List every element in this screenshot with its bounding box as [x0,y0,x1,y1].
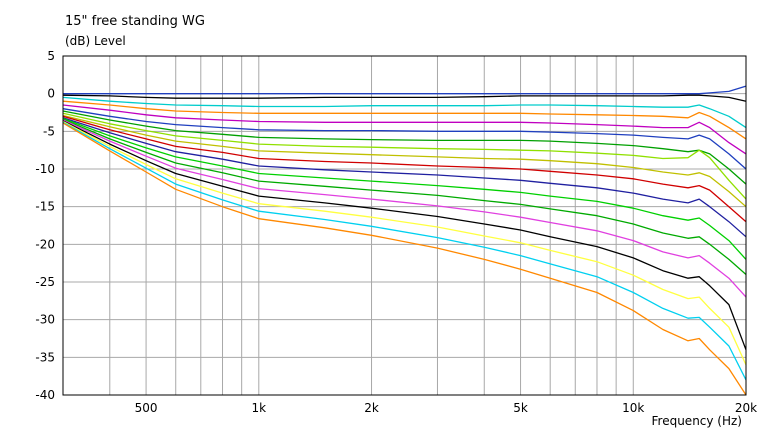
x-tick-label: 1k [252,401,267,415]
y-tick-label: -25 [35,275,55,289]
plot-frame [62,55,747,396]
y-tick-label: -35 [35,350,55,364]
series-line [62,104,747,155]
series-line [62,117,747,238]
x-tick-label: 10k [622,401,644,415]
y-tick-label: -20 [35,237,55,251]
y-tick-label: -10 [35,162,55,176]
series-line [62,122,747,396]
series-line [62,120,747,351]
y-tick-label: -15 [35,200,55,214]
chart-title: 15" free standing WG [65,14,205,29]
y-tick-label: -5 [43,124,55,138]
series-line [62,108,747,170]
series-line [62,121,747,381]
series-line [62,120,747,366]
series-line [62,118,747,275]
series-line [62,117,747,260]
series-line [62,110,747,185]
x-tick-label: 2k [364,401,379,415]
y-tick-label: -40 [35,388,55,402]
series-line [63,85,747,95]
y-tick-label: -30 [35,313,55,327]
x-tick-label: 5k [513,401,528,415]
x-axis-label: Frequency (Hz) [652,414,743,428]
grid [63,55,747,396]
tick-labels: 5 0 -5 -10 -15 -20 -25 -30 -35 -40 500 1k 2k 5k 10k 20k [35,49,757,415]
y-tick-label: 0 [47,87,55,101]
series-layer [62,85,747,396]
y-tick-label: 5 [47,49,55,63]
series-line [62,119,747,298]
series-line [62,115,747,223]
y-axis-label: (dB) Level [65,34,126,48]
x-tick-label: 500 [135,401,158,415]
series-line [62,100,747,140]
series-line [62,96,747,129]
x-tick-label: 20k [735,401,757,415]
series-line [62,112,747,200]
series-line [62,114,747,208]
series-line [62,94,747,102]
